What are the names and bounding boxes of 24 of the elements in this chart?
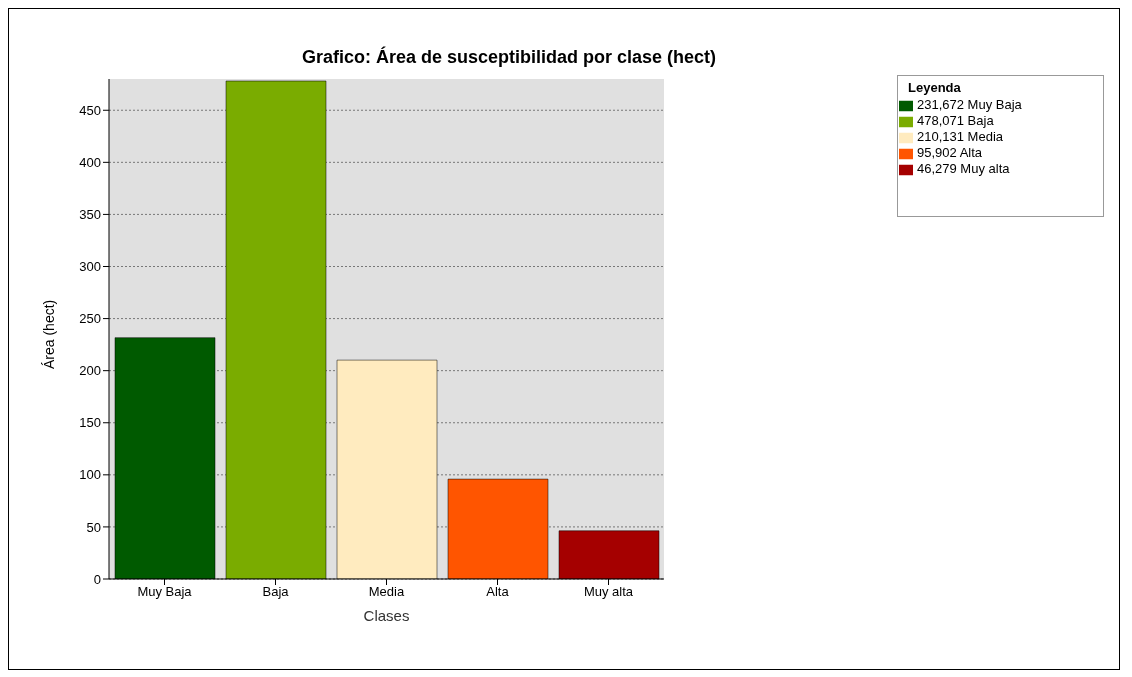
y-tick-label: 50 xyxy=(86,519,101,535)
legend-label: 231,672 Muy Baja xyxy=(917,97,1022,112)
x-tick-label: Alta xyxy=(486,584,510,600)
legend-label: 46,279 Muy alta xyxy=(917,161,1010,176)
y-tick-label: 100 xyxy=(79,467,101,483)
y-tick-label: 350 xyxy=(79,207,101,223)
y-tick-label: 150 xyxy=(79,415,101,431)
y-tick-label: 300 xyxy=(79,259,101,275)
x-axis-title: Clases xyxy=(363,607,410,624)
y-tick-label: 400 xyxy=(79,154,101,170)
legend-label: 95,902 Alta xyxy=(917,145,983,160)
x-tick-label: Media xyxy=(368,584,405,600)
x-tick-label: Muy Baja xyxy=(137,584,193,600)
y-tick-label: 200 xyxy=(79,363,101,379)
y-axis-title: Área (hect) xyxy=(40,299,57,369)
x-tick-label: Muy alta xyxy=(583,584,634,600)
x-tick-label: Baja xyxy=(262,584,290,600)
y-tick-label: 250 xyxy=(79,311,101,327)
chart-title: Grafico: Área de susceptibilidad por clase (hect) xyxy=(300,47,718,68)
legend-label: 478,071 Baja xyxy=(917,113,994,128)
legend-title: Leyenda xyxy=(907,79,962,95)
y-tick-label: 0 xyxy=(93,571,101,587)
legend-label: 210,131 Media xyxy=(917,129,1004,144)
y-tick-label: 450 xyxy=(79,102,101,118)
